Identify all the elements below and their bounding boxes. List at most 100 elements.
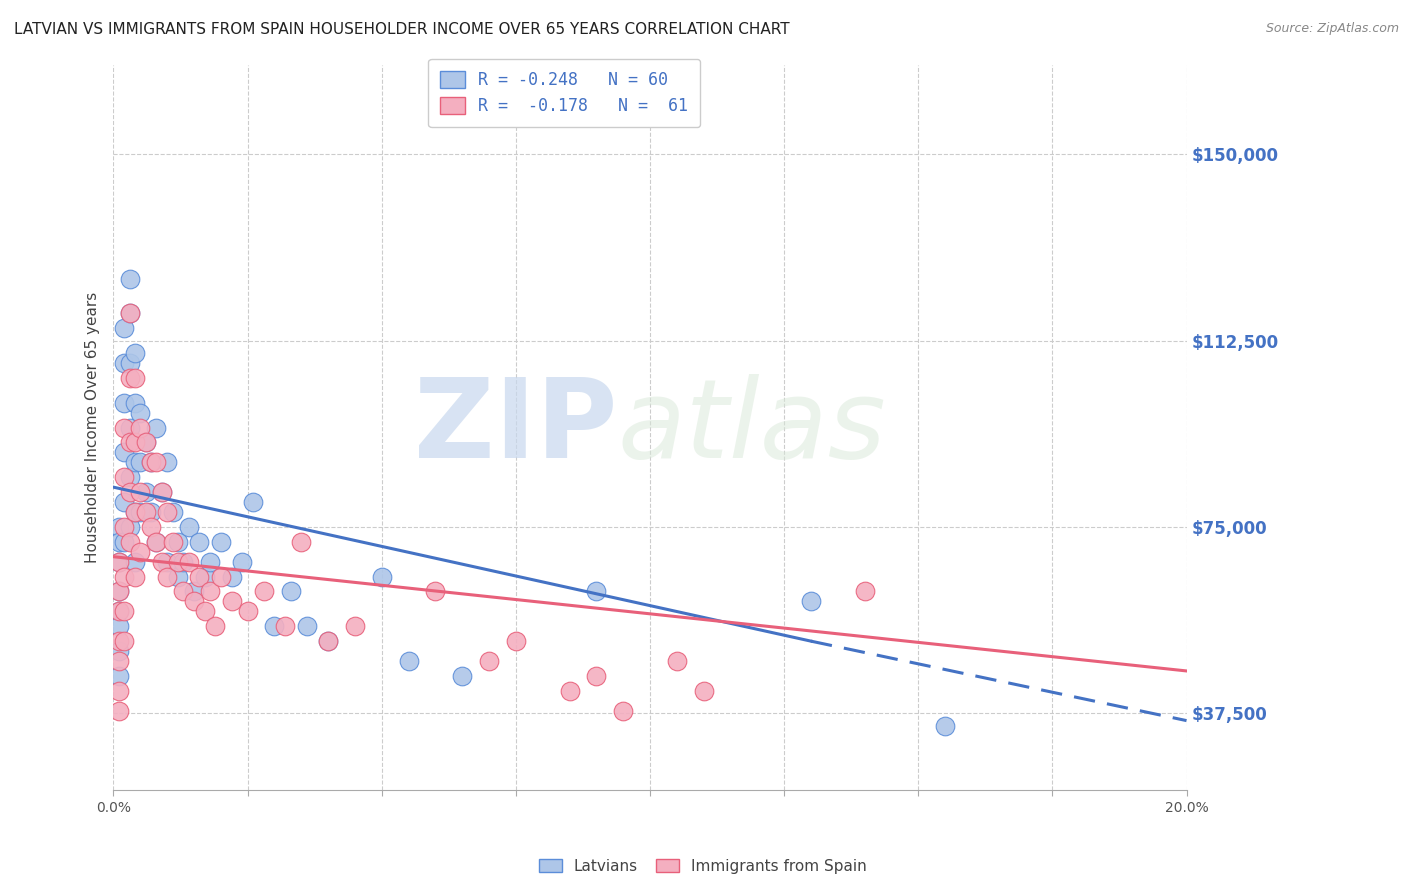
Point xyxy=(135,505,157,519)
Point xyxy=(112,634,135,648)
Point xyxy=(139,455,162,469)
Point xyxy=(145,534,167,549)
Point xyxy=(242,495,264,509)
Point xyxy=(167,534,190,549)
Point xyxy=(177,520,200,534)
Point xyxy=(129,485,152,500)
Point xyxy=(112,604,135,618)
Point xyxy=(451,669,474,683)
Point xyxy=(221,569,243,583)
Point xyxy=(398,654,420,668)
Point xyxy=(156,455,179,469)
Point xyxy=(118,485,141,500)
Point xyxy=(124,505,146,519)
Point xyxy=(112,495,135,509)
Point xyxy=(585,669,607,683)
Point xyxy=(145,420,167,434)
Point xyxy=(139,455,162,469)
Point xyxy=(188,534,211,549)
Point xyxy=(129,545,152,559)
Point xyxy=(118,420,141,434)
Point xyxy=(129,505,152,519)
Point xyxy=(112,420,135,434)
Point xyxy=(112,356,135,370)
Point xyxy=(112,520,135,534)
Point xyxy=(118,435,141,450)
Point xyxy=(188,569,211,583)
Point xyxy=(145,455,167,469)
Point xyxy=(118,520,141,534)
Point xyxy=(280,584,302,599)
Point xyxy=(172,584,194,599)
Point xyxy=(692,683,714,698)
Point xyxy=(194,604,217,618)
Point xyxy=(112,534,135,549)
Point xyxy=(150,485,173,500)
Point xyxy=(108,634,131,648)
Point xyxy=(108,619,131,633)
Point xyxy=(124,505,146,519)
Text: ZIP: ZIP xyxy=(415,374,617,481)
Point xyxy=(124,555,146,569)
Point xyxy=(371,569,394,583)
Point xyxy=(108,669,131,683)
Point xyxy=(118,470,141,484)
Point xyxy=(177,555,200,569)
Point xyxy=(112,321,135,335)
Point xyxy=(129,406,152,420)
Point xyxy=(505,634,527,648)
Point xyxy=(478,654,501,668)
Point xyxy=(108,604,131,618)
Point xyxy=(129,455,152,469)
Point xyxy=(112,396,135,410)
Point xyxy=(108,555,131,569)
Point xyxy=(198,555,221,569)
Point xyxy=(118,306,141,320)
Point xyxy=(800,594,823,608)
Point xyxy=(612,704,634,718)
Point xyxy=(558,683,581,698)
Point xyxy=(124,455,146,469)
Point xyxy=(198,584,221,599)
Point xyxy=(156,505,179,519)
Point xyxy=(112,569,135,583)
Point xyxy=(425,584,447,599)
Point xyxy=(665,654,688,668)
Point xyxy=(139,505,162,519)
Point xyxy=(135,485,157,500)
Point xyxy=(253,584,276,599)
Point xyxy=(118,356,141,370)
Point xyxy=(295,619,318,633)
Point xyxy=(124,346,146,360)
Point xyxy=(183,584,205,599)
Point xyxy=(853,584,876,599)
Point xyxy=(156,555,179,569)
Point xyxy=(343,619,366,633)
Point xyxy=(162,505,184,519)
Point xyxy=(221,594,243,608)
Point xyxy=(135,435,157,450)
Point xyxy=(209,534,232,549)
Point xyxy=(124,435,146,450)
Point xyxy=(108,584,131,599)
Point xyxy=(139,520,162,534)
Text: Source: ZipAtlas.com: Source: ZipAtlas.com xyxy=(1265,22,1399,36)
Point xyxy=(585,584,607,599)
Point xyxy=(108,604,131,618)
Point xyxy=(167,569,190,583)
Point xyxy=(231,555,253,569)
Point xyxy=(162,534,184,549)
Point xyxy=(194,569,217,583)
Point xyxy=(172,555,194,569)
Y-axis label: Householder Income Over 65 years: Householder Income Over 65 years xyxy=(86,292,100,563)
Point xyxy=(274,619,297,633)
Point xyxy=(118,534,141,549)
Point xyxy=(183,594,205,608)
Point xyxy=(118,271,141,285)
Point xyxy=(316,634,339,648)
Point xyxy=(290,534,312,549)
Point xyxy=(112,470,135,484)
Point xyxy=(118,371,141,385)
Point xyxy=(316,634,339,648)
Point xyxy=(108,534,131,549)
